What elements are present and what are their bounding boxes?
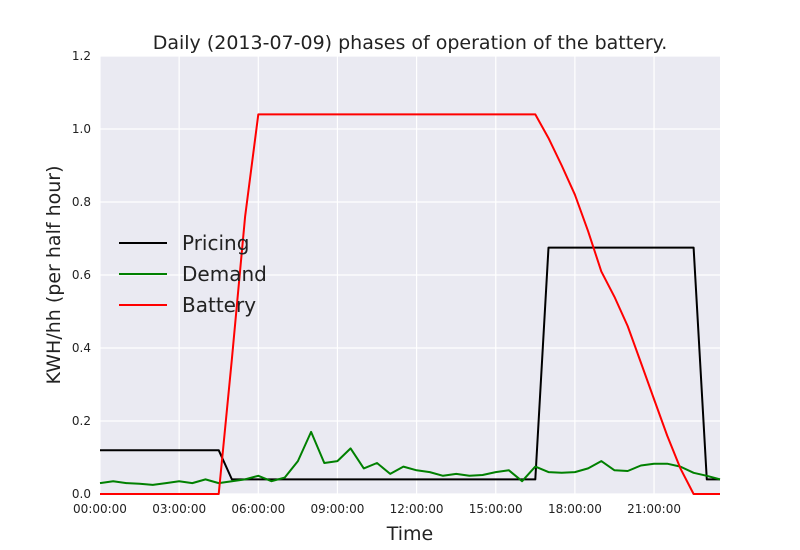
x-tick-label: 06:00:00 [231, 502, 285, 516]
y-tick-label: 1.2 [72, 49, 91, 63]
legend-label-demand: Demand [182, 262, 267, 286]
x-tick-label: 09:00:00 [310, 502, 364, 516]
y-tick-label: 0.4 [72, 341, 91, 355]
y-tick-label: 0.2 [72, 414, 91, 428]
y-tick-label: 0.8 [72, 195, 91, 209]
x-tick-label: 12:00:00 [390, 502, 444, 516]
x-tick-label: 03:00:00 [152, 502, 206, 516]
x-tick-label: 15:00:00 [469, 502, 523, 516]
x-axis-label: Time [386, 523, 434, 545]
y-axis-label: KWH/hh (per half hour) [43, 165, 65, 384]
x-tick-label: 21:00:00 [627, 502, 681, 516]
y-tick-label: 0.0 [72, 487, 91, 501]
series-line-pricing [100, 246, 720, 481]
y-tick-label: 1.0 [72, 122, 91, 136]
y-tick-labels: 0.0 0.2 0.4 0.6 0.8 1.0 1.2 [72, 49, 91, 501]
x-tick-label: 18:00:00 [548, 502, 602, 516]
x-tick-labels: 00:00:00 03:00:00 06:00:00 09:00:00 12:00:00… [73, 502, 681, 516]
series-layer [99, 113, 721, 495]
legend: Pricing Demand Battery [119, 231, 267, 317]
y-tick-label: 0.6 [72, 268, 91, 282]
x-tick-label: 00:00:00 [73, 502, 127, 516]
chart-title: Daily (2013-07-09) phases of operation o… [153, 32, 668, 54]
series-line-demand [99, 430, 721, 486]
legend-label-pricing: Pricing [182, 231, 249, 255]
series-line-battery [100, 113, 720, 495]
legend-label-battery: Battery [182, 293, 256, 317]
